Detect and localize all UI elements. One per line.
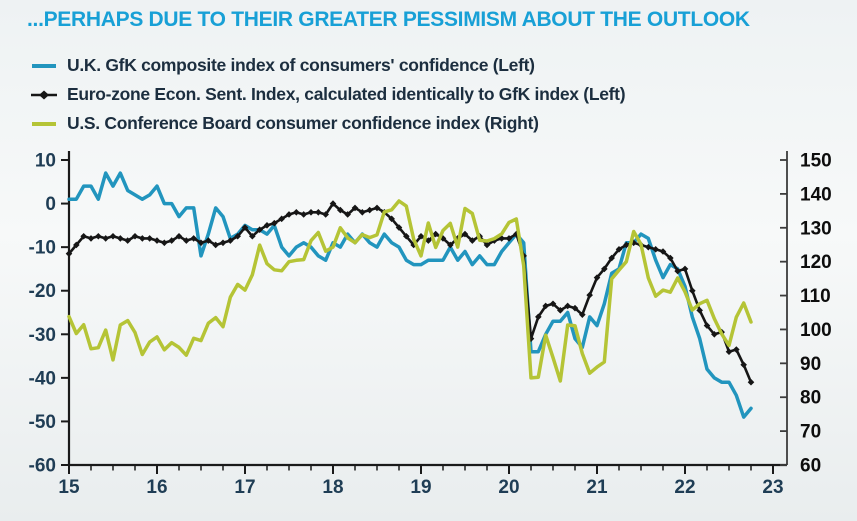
eurozone-line-diamond-swatch-icon — [31, 90, 57, 99]
tick-label: -40 — [29, 368, 56, 389]
tick-label: 18 — [322, 477, 343, 498]
y-axis-right: 150 140 130 120 110 100 90 80 70 60 — [780, 151, 832, 477]
tick-label: -50 — [29, 412, 56, 433]
y-axis-left: 10 0 -10 -20 -30 -40 -50 -60 — [29, 151, 69, 477]
tick-label: 17 — [234, 477, 255, 498]
tick-label: 140 — [800, 184, 832, 205]
tick-label: 60 — [800, 456, 821, 477]
tick-label: 23 — [762, 477, 783, 498]
tick-label: 21 — [586, 477, 608, 498]
tick-label: -30 — [29, 325, 56, 346]
tick-label: 16 — [146, 477, 167, 498]
us-line-swatch-icon — [32, 121, 56, 126]
tick-label: 70 — [800, 422, 821, 443]
tick-label: 150 — [800, 151, 832, 172]
axes — [67, 151, 788, 467]
tick-label: 130 — [800, 218, 832, 239]
legend: U.K. GfK composite index of consumers' c… — [30, 51, 626, 138]
legend-item-us-confboard: U.S. Conference Board consumer confidenc… — [30, 109, 625, 138]
tick-label: 80 — [800, 388, 821, 409]
tick-label: -10 — [29, 238, 56, 259]
tick-label: 120 — [800, 252, 832, 273]
page-title: ...PERHAPS DUE TO THEIR GREATER PESSIMIS… — [27, 8, 750, 31]
tick-label: 19 — [410, 477, 431, 498]
tick-label: 10 — [35, 151, 56, 172]
legend-item-uk-gfk: U.K. GfK composite index of consumers' c… — [30, 51, 625, 80]
series-uk-gfk-line — [67, 171, 753, 419]
tick-label: 110 — [800, 286, 831, 307]
tick-label: 22 — [674, 477, 695, 498]
tick-label: 100 — [800, 320, 832, 341]
legend-label-eurozone: Euro-zone Econ. Sent. Index, calculated … — [67, 84, 626, 104]
series-us-conference-board-line — [67, 199, 753, 383]
tick-label: 20 — [498, 477, 519, 498]
legend-label-us-confboard: U.S. Conference Board consumer confidenc… — [67, 113, 539, 133]
x-axis: 15 16 17 18 19 20 21 22 23 — [58, 465, 784, 498]
tick-label: -20 — [29, 281, 56, 302]
tick-label: 0 — [45, 194, 56, 215]
tick-label: -60 — [29, 456, 56, 477]
legend-label-uk-gfk: U.K. GfK composite index of consumers' c… — [67, 55, 535, 75]
tick-label: 15 — [58, 477, 80, 498]
legend-item-eurozone: Euro-zone Econ. Sent. Index, calculated … — [30, 80, 626, 109]
series-eurozone-esi-line — [65, 200, 755, 386]
uk-line-swatch-icon — [32, 63, 56, 68]
tick-label: 90 — [800, 354, 821, 375]
